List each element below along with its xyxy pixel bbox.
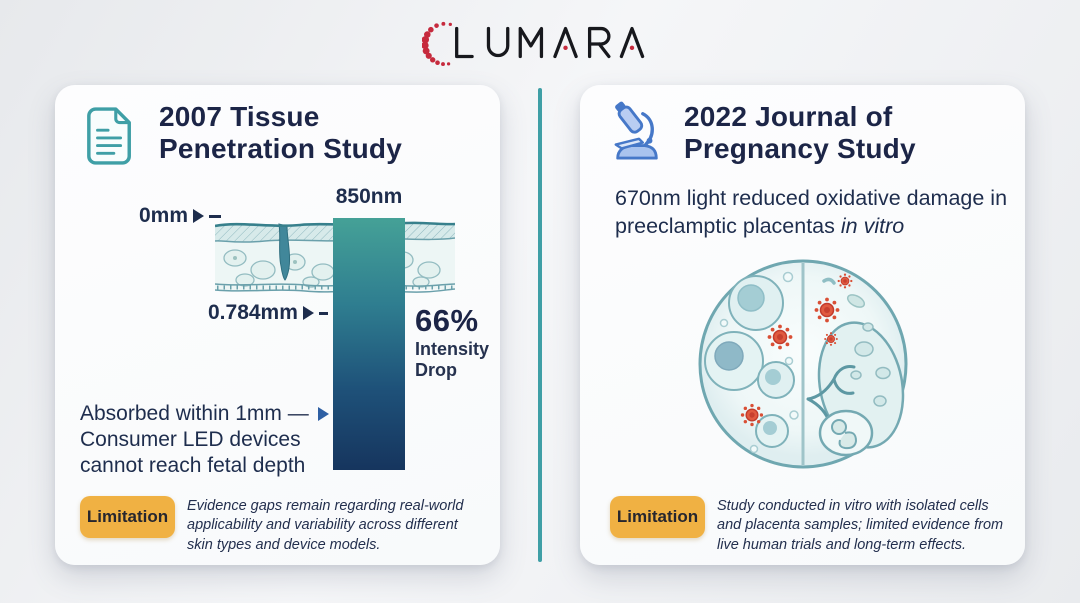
left-card-title-line2: Penetration Study bbox=[159, 133, 402, 165]
logo-a-dots bbox=[563, 45, 635, 51]
wavelength-label: 850nm bbox=[335, 185, 403, 208]
hair-follicle bbox=[278, 223, 291, 281]
limitation-text: Evidence gaps remain regarding real-worl… bbox=[187, 498, 464, 553]
right-card-title: 2022 Journal of Pregnancy Study bbox=[684, 101, 916, 166]
absorption-note-line3: cannot reach fetal depth bbox=[80, 454, 306, 478]
logo-dot-crescent-icon bbox=[421, 21, 452, 67]
intensity-drop-label-line1: Intensity bbox=[415, 339, 490, 359]
arrow-right-icon bbox=[317, 407, 329, 422]
left-card-title: 2007 Tissue Penetration Study bbox=[159, 101, 402, 166]
study-card-2007: 2007 Tissue Penetration Study bbox=[55, 85, 500, 565]
document-icon bbox=[85, 105, 135, 172]
lumara-logo bbox=[421, 16, 658, 75]
cells-placenta-illustration bbox=[698, 259, 908, 469]
microscope-icon bbox=[610, 101, 664, 170]
limitation-text: Study conducted in vitro with isolated c… bbox=[717, 498, 1004, 553]
marker-tick bbox=[318, 311, 328, 315]
absorption-note-line2: Consumer LED devices bbox=[80, 428, 301, 452]
intensity-drop-value: 66% bbox=[415, 303, 479, 338]
limitation-badge: Limitation bbox=[610, 496, 705, 538]
penetration-depth-label: 0.784mm bbox=[208, 301, 298, 324]
fetus-head bbox=[831, 419, 847, 435]
finding-text: 670nm light reduced oxidative damage in … bbox=[615, 185, 1019, 240]
card-divider bbox=[538, 88, 542, 562]
healthy-cells-half bbox=[704, 271, 799, 454]
lumara-logo-icon bbox=[421, 21, 645, 67]
finding-emphasis: in vitro bbox=[840, 213, 905, 238]
oxidative-particle-icon bbox=[823, 331, 839, 347]
placenta-vessels bbox=[806, 365, 856, 425]
light-beam-bar bbox=[333, 218, 405, 470]
placenta-half bbox=[806, 273, 905, 457]
surface-depth-marker: 0mm bbox=[139, 204, 222, 228]
fetus-body bbox=[838, 431, 858, 450]
arrow-right-icon bbox=[302, 306, 314, 320]
arrow-right-icon bbox=[193, 209, 205, 223]
intensity-drop-block: 66% Intensity Drop bbox=[415, 303, 489, 380]
finding-main: 670nm light reduced oxidative damage in … bbox=[615, 186, 1008, 238]
intensity-drop-label-line2: Drop bbox=[415, 359, 457, 380]
right-limitation-row: Limitation Study conducted in vitro with… bbox=[610, 496, 1005, 555]
right-card-title-line2: Pregnancy Study bbox=[684, 133, 916, 165]
study-card-2022: 2022 Journal of Pregnancy Study 670nm li… bbox=[580, 85, 1025, 565]
left-card-title-line1: 2007 Tissue bbox=[159, 101, 320, 132]
oxidative-particle-icon bbox=[813, 296, 841, 324]
right-card-title-line1: 2022 Journal of bbox=[684, 101, 893, 132]
logo-letters bbox=[455, 26, 645, 59]
placenta-vacuoles bbox=[850, 322, 891, 407]
surface-depth-label: 0mm bbox=[139, 204, 189, 227]
absorption-note: Absorbed within 1mm — Consumer LED devic… bbox=[80, 401, 329, 479]
oxidative-particle-icon bbox=[766, 323, 794, 351]
small-bubbles bbox=[719, 271, 799, 454]
oxidative-particle-icon bbox=[740, 403, 764, 427]
oxidative-particle-icon bbox=[837, 273, 853, 289]
left-limitation-row: Limitation Evidence gaps remain regardin… bbox=[80, 496, 480, 555]
limitation-badge: Limitation bbox=[80, 496, 175, 538]
marker-tick bbox=[209, 214, 222, 218]
penetration-depth-marker: 0.784mm bbox=[208, 301, 328, 325]
absorption-note-line1: Absorbed within 1mm — bbox=[80, 402, 309, 425]
